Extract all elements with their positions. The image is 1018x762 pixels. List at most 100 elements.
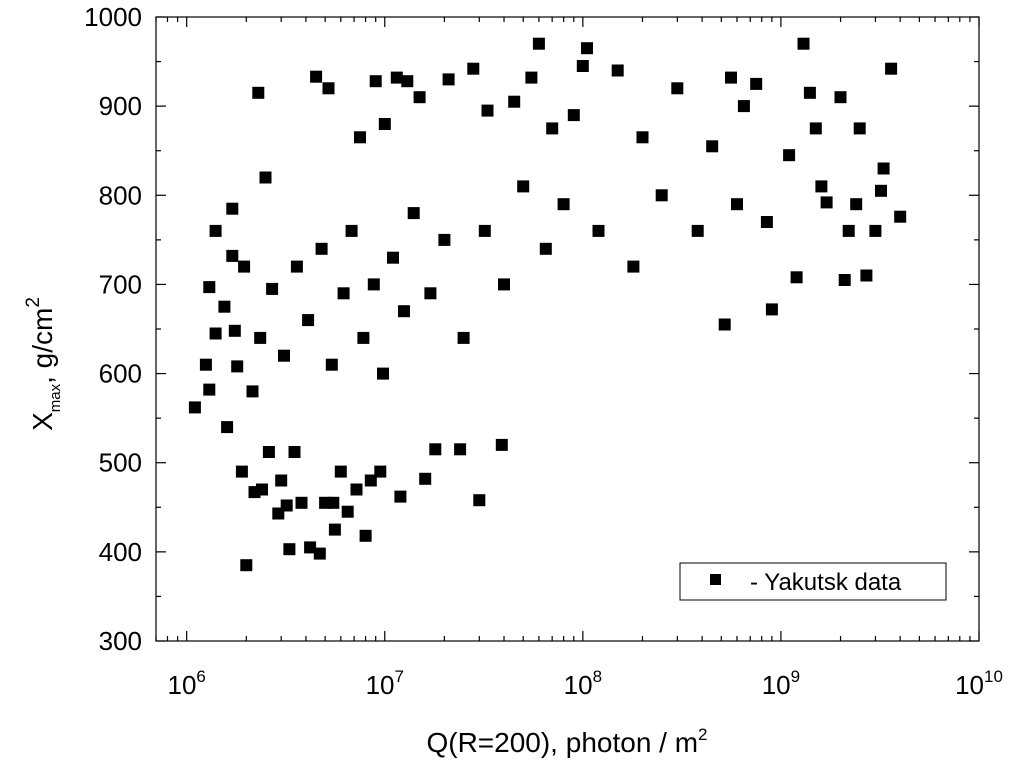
data-point [790, 271, 803, 284]
data-point [627, 260, 640, 273]
data-point [199, 358, 212, 371]
data-point [592, 224, 605, 237]
data-point [567, 109, 580, 122]
data-point [252, 86, 265, 99]
data-point [354, 131, 366, 144]
data-point [315, 242, 328, 255]
x-tick-exponent: 8 [593, 667, 602, 686]
y-tick-label: 800 [99, 180, 142, 210]
data-point [473, 494, 486, 507]
data-point [731, 198, 743, 211]
data-point [246, 385, 259, 398]
y-tick-label: 900 [99, 91, 142, 121]
data-point [869, 224, 882, 237]
data-point [231, 360, 244, 373]
y-tick-label: 1000 [84, 2, 142, 32]
data-point [478, 224, 491, 237]
y-axis-title-sub: max [47, 383, 64, 412]
data-point [357, 331, 370, 344]
x-tick-base: 10 [366, 670, 395, 700]
legend-marker [710, 574, 721, 585]
x-tick-label: 108 [564, 667, 602, 700]
data-point [539, 242, 552, 255]
data-points [188, 37, 907, 572]
data-point [203, 281, 216, 294]
data-point [860, 269, 873, 282]
data-point [283, 543, 296, 556]
y-axis-title-middle: , g/cm [27, 308, 58, 384]
data-point [288, 446, 301, 458]
data-point [875, 184, 887, 197]
data-point [401, 75, 414, 88]
data-point [369, 75, 382, 88]
data-point [765, 303, 778, 316]
data-point [838, 274, 851, 286]
data-point [442, 73, 455, 86]
x-tick-label: 106 [167, 667, 205, 700]
x-tick-base: 10 [564, 670, 593, 700]
data-point [364, 474, 377, 487]
x-tick-exponent: 9 [791, 667, 800, 686]
data-point [310, 70, 323, 83]
data-point [419, 472, 432, 485]
y-axis-ticks [156, 16, 979, 642]
x-tick-base: 10 [762, 670, 791, 700]
data-point [266, 282, 279, 295]
data-point [377, 367, 389, 380]
data-point [481, 104, 494, 117]
x-tick-exponent: 7 [394, 667, 403, 686]
y-tick-label: 600 [99, 359, 142, 389]
data-point [783, 149, 796, 162]
data-point [691, 224, 704, 237]
data-point [278, 349, 290, 362]
y-axis-title-main: X [27, 412, 58, 431]
y-axis-tick-labels: 300 400 500 600 700 800 900 1000 [84, 2, 142, 656]
data-point [706, 140, 719, 153]
x-tick-base: 10 [955, 670, 984, 700]
data-point [671, 82, 684, 95]
data-point [341, 505, 354, 518]
data-point [226, 202, 239, 215]
x-tick-base: 10 [167, 670, 196, 700]
data-point [834, 91, 847, 104]
legend: - Yakutsk data [679, 562, 947, 601]
data-point [413, 91, 426, 104]
data-point [532, 37, 545, 50]
data-point [262, 446, 275, 458]
legend-label: - Yakutsk data [750, 569, 902, 596]
data-point [313, 547, 326, 560]
data-point [498, 278, 510, 291]
data-point [718, 318, 731, 331]
data-point [218, 300, 231, 313]
data-point [495, 438, 508, 451]
y-tick-label: 700 [99, 269, 142, 299]
data-point [334, 465, 347, 478]
data-point [238, 260, 251, 273]
x-axis-tick-labels: 106 107 108 109 1010 [167, 667, 1002, 700]
data-point [725, 71, 737, 84]
data-point [302, 314, 315, 327]
data-point [275, 474, 288, 487]
data-point [750, 77, 763, 90]
data-point [894, 210, 907, 223]
data-point [655, 189, 668, 202]
data-point [815, 180, 828, 193]
data-point [203, 383, 216, 396]
x-tick-label: 107 [366, 667, 404, 700]
data-point [387, 251, 399, 264]
x-axis-title-main: Q(R=200), photon / m [426, 727, 698, 758]
data-point [209, 327, 222, 340]
data-point [188, 401, 201, 414]
data-point [797, 37, 810, 50]
data-point [235, 465, 248, 478]
data-point [820, 196, 833, 209]
data-point [390, 71, 403, 84]
data-point [611, 64, 624, 77]
data-point [328, 523, 341, 536]
data-point [337, 287, 350, 300]
x-tick-label: 1010 [955, 667, 1003, 700]
data-point [803, 86, 816, 99]
data-point [240, 559, 253, 572]
data-point [367, 278, 380, 291]
data-point [576, 60, 589, 72]
